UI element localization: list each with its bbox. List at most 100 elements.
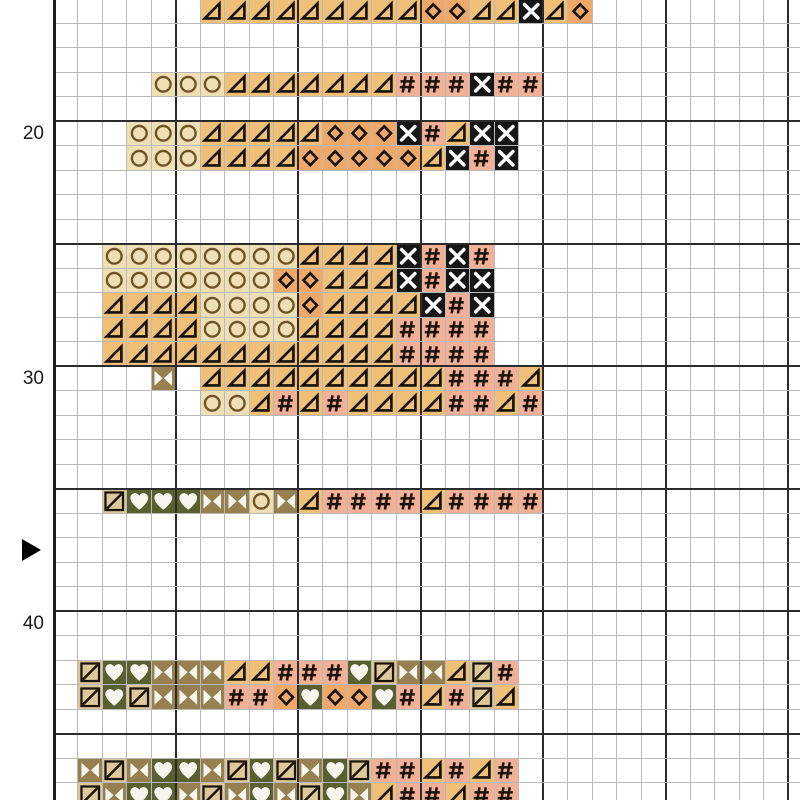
pattern-cell[interactable] [151, 366, 176, 391]
pattern-cell[interactable] [200, 243, 225, 268]
pattern-cell[interactable] [445, 121, 470, 146]
pattern-cell[interactable] [249, 268, 274, 293]
pattern-cell[interactable] [469, 660, 494, 685]
pattern-cell[interactable] [494, 758, 519, 783]
pattern-cell[interactable] [322, 758, 347, 783]
pattern-cell[interactable] [126, 243, 151, 268]
pattern-cell[interactable] [102, 758, 127, 783]
pattern-cell[interactable] [298, 660, 323, 685]
pattern-cell[interactable] [322, 292, 347, 317]
pattern-cell[interactable] [494, 145, 519, 170]
pattern-cell[interactable] [322, 660, 347, 685]
pattern-cell[interactable] [249, 782, 274, 800]
pattern-cell[interactable] [494, 488, 519, 513]
pattern-cell[interactable] [273, 660, 298, 685]
pattern-cell[interactable] [469, 390, 494, 415]
pattern-cell[interactable] [445, 268, 470, 293]
pattern-cell[interactable] [224, 145, 249, 170]
pattern-cell[interactable] [469, 121, 494, 146]
pattern-cell[interactable] [347, 72, 372, 97]
pattern-cell[interactable] [273, 0, 298, 23]
pattern-cell[interactable] [224, 0, 249, 23]
pattern-cell[interactable] [249, 121, 274, 146]
pattern-cell[interactable] [249, 72, 274, 97]
pattern-cell[interactable] [371, 121, 396, 146]
pattern-cell[interactable] [224, 390, 249, 415]
pattern-cell[interactable] [420, 243, 445, 268]
pattern-cell[interactable] [371, 758, 396, 783]
pattern-cell[interactable] [298, 782, 323, 800]
pattern-cell[interactable] [445, 660, 470, 685]
pattern-cell[interactable] [518, 390, 543, 415]
pattern-cell[interactable] [322, 390, 347, 415]
pattern-cell[interactable] [371, 72, 396, 97]
pattern-cell[interactable] [151, 268, 176, 293]
pattern-cell[interactable] [298, 684, 323, 709]
pattern-cell[interactable] [347, 268, 372, 293]
pattern-cell[interactable] [371, 292, 396, 317]
pattern-cell[interactable] [445, 292, 470, 317]
pattern-cell[interactable] [543, 0, 568, 23]
pattern-cell[interactable] [494, 684, 519, 709]
pattern-cell[interactable] [420, 72, 445, 97]
pattern-cell[interactable] [494, 72, 519, 97]
pattern-cell[interactable] [298, 268, 323, 293]
pattern-cell[interactable] [347, 121, 372, 146]
pattern-cell[interactable] [371, 366, 396, 391]
pattern-cell[interactable] [469, 243, 494, 268]
pattern-cell[interactable] [420, 341, 445, 366]
pattern-cell[interactable] [200, 0, 225, 23]
pattern-cell[interactable] [322, 317, 347, 342]
pattern-cell[interactable] [126, 317, 151, 342]
pattern-cell[interactable] [469, 72, 494, 97]
pattern-cell[interactable] [371, 317, 396, 342]
pattern-cell[interactable] [396, 366, 421, 391]
pattern-cell[interactable] [420, 758, 445, 783]
pattern-cell[interactable] [347, 488, 372, 513]
pattern-cell[interactable] [273, 317, 298, 342]
pattern-cell[interactable] [494, 366, 519, 391]
pattern-cell[interactable] [518, 366, 543, 391]
pattern-cell[interactable] [322, 0, 347, 23]
pattern-cell[interactable] [126, 660, 151, 685]
pattern-cell[interactable] [322, 488, 347, 513]
pattern-cell[interactable] [200, 121, 225, 146]
pattern-cell[interactable] [322, 121, 347, 146]
pattern-cell[interactable] [102, 684, 127, 709]
pattern-cell[interactable] [273, 782, 298, 800]
pattern-cell[interactable] [396, 121, 421, 146]
pattern-cell[interactable] [273, 488, 298, 513]
pattern-cell[interactable] [249, 292, 274, 317]
pattern-cell[interactable] [273, 758, 298, 783]
pattern-cell[interactable] [151, 782, 176, 800]
pattern-cell[interactable] [371, 782, 396, 800]
pattern-cell[interactable] [224, 366, 249, 391]
pattern-cell[interactable] [200, 268, 225, 293]
pattern-cell[interactable] [567, 0, 592, 23]
pattern-cell[interactable] [224, 268, 249, 293]
pattern-cell[interactable] [200, 684, 225, 709]
pattern-cell[interactable] [102, 292, 127, 317]
pattern-cell[interactable] [151, 72, 176, 97]
pattern-cell[interactable] [249, 684, 274, 709]
pattern-cell[interactable] [151, 758, 176, 783]
pattern-cell[interactable] [126, 145, 151, 170]
pattern-cell[interactable] [396, 0, 421, 23]
pattern-cell[interactable] [445, 317, 470, 342]
pattern-cell[interactable] [298, 366, 323, 391]
pattern-cell[interactable] [175, 341, 200, 366]
pattern-cell[interactable] [273, 292, 298, 317]
pattern-cell[interactable] [445, 341, 470, 366]
pattern-cell[interactable] [445, 366, 470, 391]
pattern-cell[interactable] [518, 0, 543, 23]
pattern-cell[interactable] [298, 317, 323, 342]
pattern-cell[interactable] [200, 292, 225, 317]
pattern-cell[interactable] [151, 684, 176, 709]
pattern-cell[interactable] [102, 243, 127, 268]
pattern-cell[interactable] [200, 390, 225, 415]
pattern-cell[interactable] [396, 145, 421, 170]
pattern-cell[interactable] [371, 684, 396, 709]
pattern-cell[interactable] [151, 317, 176, 342]
pattern-cell[interactable] [200, 72, 225, 97]
pattern-cell[interactable] [445, 72, 470, 97]
